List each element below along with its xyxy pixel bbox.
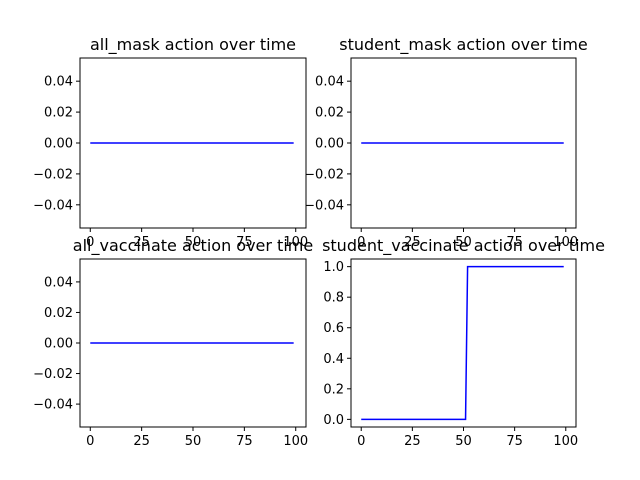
y-tick-label: 0.8 (323, 291, 344, 306)
x-tick-label: 50 (185, 235, 202, 250)
axes-frame (350, 258, 577, 428)
subplot-2: 0 25 50 75 100 −0.04 −0.02 0.00 0.02 0.04 student_… (304, 35, 588, 250)
x-tick-label: 0 (357, 235, 365, 250)
y-tick-label: 0.04 (44, 275, 73, 290)
y-tick-label: 0.02 (44, 106, 73, 121)
subplot-1: 0 25 50 75 100 −0.04 −0.02 0.00 0.02 0.04 all_mask… (33, 35, 308, 250)
x-tick-label: 100 (553, 235, 578, 250)
x-tick-label: 25 (133, 434, 150, 449)
x-tick-label: 0 (86, 434, 94, 449)
y-tick-label: −0.04 (33, 198, 73, 213)
x-tick-label: 25 (404, 235, 421, 250)
x-tick-label: 0 (86, 235, 94, 250)
y-tick-label: 0.0 (323, 413, 344, 428)
series-line-4-1 (361, 265, 564, 421)
subplot-4: 0 25 50 75 100 0.0 0.2 0.4 0.6 0.8 1.0 student_vacc… (322, 236, 605, 449)
y-tick-label: −0.02 (304, 167, 344, 182)
y-tick-label: 0.02 (315, 106, 344, 121)
y-tick-label: 0.00 (44, 137, 73, 152)
y-tick-label: −0.02 (33, 167, 73, 182)
y-tick-label: 0.02 (44, 306, 73, 321)
y-tick-label: 0.2 (323, 382, 344, 397)
chart-title: all_mask action over time (90, 35, 296, 55)
x-tick-label: 75 (236, 235, 253, 250)
x-tick-label: 100 (283, 235, 308, 250)
y-tick-label: 1.0 (323, 260, 344, 275)
x-tick-label: 25 (404, 434, 421, 449)
x-tick-label: 100 (283, 434, 308, 449)
x-tick-label: 50 (455, 434, 472, 449)
x-tick-label: 25 (133, 235, 150, 250)
y-tick-label: 0.6 (323, 321, 344, 336)
y-tick-label: −0.02 (33, 367, 73, 382)
x-tick-label: 75 (236, 434, 253, 449)
y-tick-label: −0.04 (304, 198, 344, 213)
subplot-3: 0 25 50 75 100 −0.04 −0.02 0.00 0.02 0.04 all_vacc… (33, 236, 313, 449)
y-tick-label: 0.04 (315, 75, 344, 90)
y-tick-label: 0.04 (44, 75, 73, 90)
x-tick-label: 100 (553, 434, 578, 449)
chart-title: student_mask action over time (339, 35, 588, 55)
x-tick-label: 75 (506, 434, 523, 449)
y-tick-label: 0.00 (315, 137, 344, 152)
chart-title: student_vaccinate action over time (322, 236, 605, 256)
x-tick-label: 0 (357, 434, 365, 449)
x-tick-label: 50 (455, 235, 472, 250)
x-tick-label: 50 (185, 434, 202, 449)
x-tick-label: 75 (506, 235, 523, 250)
y-tick-label: 0.4 (323, 352, 344, 367)
chart-title: all_vaccinate action over time (73, 236, 313, 256)
y-tick-label: −0.04 (33, 398, 73, 413)
y-tick-label: 0.00 (44, 337, 73, 352)
